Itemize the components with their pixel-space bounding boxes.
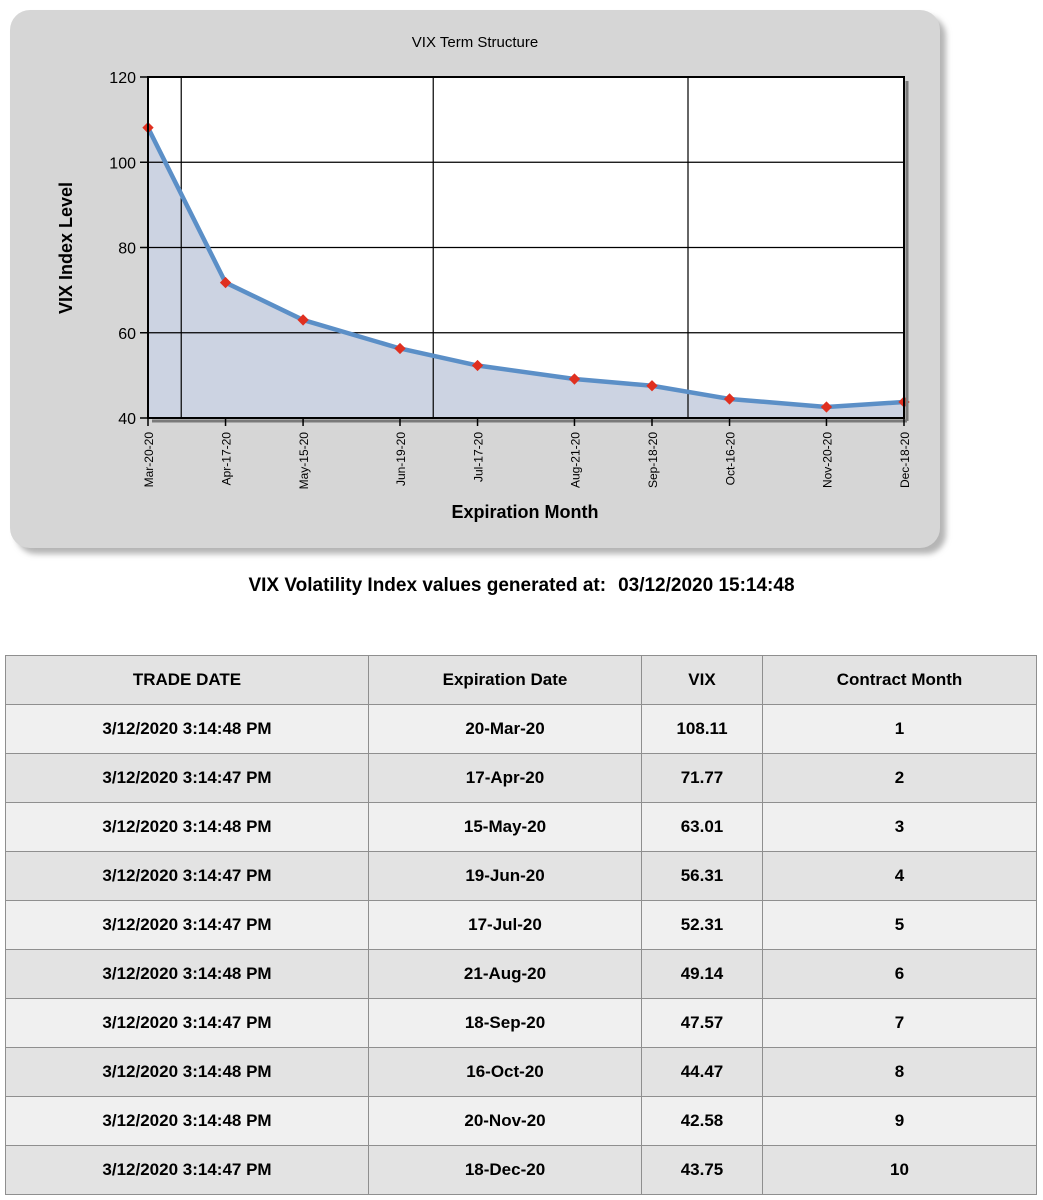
- table-header-row: TRADE DATE Expiration Date VIX Contract …: [5, 655, 1037, 705]
- cell-trade-date: 3/12/2020 3:14:47 PM: [5, 753, 369, 803]
- header-contract-month: Contract Month: [762, 655, 1037, 705]
- cell-vix: 56.31: [641, 851, 763, 901]
- table-row: 3/12/2020 3:14:48 PM 21-Aug-20 49.14 6: [5, 949, 1037, 999]
- x-axis-label: Expiration Month: [452, 502, 599, 522]
- series-line: [145, 126, 905, 410]
- x-tick-label: Jul-17-20: [472, 432, 486, 482]
- table-row: 3/12/2020 3:14:47 PM 17-Apr-20 71.77 2: [5, 753, 1037, 803]
- data-point: [394, 342, 406, 355]
- y-axis-label: VIX Index Level: [56, 182, 76, 314]
- y-tick-label: 60: [118, 326, 136, 343]
- header-expiration-date: Expiration Date: [368, 655, 642, 705]
- chart-title: VIX Term Structure: [412, 34, 538, 51]
- cell-trade-date: 3/12/2020 3:14:47 PM: [5, 1145, 369, 1195]
- vix-table: TRADE DATE Expiration Date VIX Contract …: [5, 655, 1037, 1195]
- cell-trade-date: 3/12/2020 3:14:48 PM: [5, 802, 369, 852]
- table-row: 3/12/2020 3:14:48 PM 20-Mar-20 108.11 1: [5, 704, 1037, 754]
- table-row: 3/12/2020 3:14:48 PM 16-Oct-20 44.47 8: [5, 1047, 1037, 1097]
- table-row: 3/12/2020 3:14:47 PM 18-Dec-20 43.75 10: [5, 1145, 1037, 1195]
- cell-contract-month: 9: [762, 1096, 1037, 1146]
- x-tick-label: Mar-20-20: [142, 432, 156, 488]
- table-row: 3/12/2020 3:14:48 PM 20-Nov-20 42.58 9: [5, 1096, 1037, 1146]
- cell-vix: 63.01: [641, 802, 763, 852]
- cell-expiration-date: 20-Mar-20: [368, 704, 642, 754]
- x-tick-label: Apr-17-20: [220, 432, 234, 486]
- x-tick-label: May-15-20: [297, 432, 311, 490]
- cell-contract-month: 2: [762, 753, 1037, 803]
- data-point: [568, 373, 581, 385]
- y-tick-label: 40: [118, 411, 136, 428]
- header-vix: VIX: [641, 655, 763, 705]
- y-tick-label: 80: [118, 241, 136, 258]
- cell-expiration-date: 15-May-20: [368, 802, 642, 852]
- header-trade-date: TRADE DATE: [5, 655, 369, 705]
- cell-expiration-date: 18-Sep-20: [368, 998, 642, 1048]
- cell-contract-month: 8: [762, 1047, 1037, 1097]
- cell-expiration-date: 16-Oct-20: [368, 1047, 642, 1097]
- cell-vix: 44.47: [641, 1047, 763, 1097]
- table-row: 3/12/2020 3:14:48 PM 15-May-20 63.01 3: [5, 802, 1037, 852]
- cell-expiration-date: 21-Aug-20: [368, 949, 642, 999]
- x-tick-label: Sep-18-20: [646, 432, 660, 488]
- y-tick-label: 100: [109, 155, 136, 172]
- vix-term-structure-chart: 40 60 80 100 120 Mar-20-20 Apr-17-20 May-15-20 J…: [56, 34, 912, 522]
- caption-label: VIX Volatility Index values generated at…: [248, 575, 607, 596]
- cell-contract-month: 5: [762, 900, 1037, 950]
- cell-expiration-date: 19-Jun-20: [368, 851, 642, 901]
- data-point: [471, 359, 484, 372]
- data-point: [646, 380, 658, 392]
- cell-trade-date: 3/12/2020 3:14:47 PM: [5, 900, 369, 950]
- cell-trade-date: 3/12/2020 3:14:48 PM: [5, 1047, 369, 1097]
- cell-contract-month: 10: [762, 1145, 1037, 1195]
- cell-vix: 49.14: [641, 949, 763, 999]
- generated-at-caption: VIX Volatility Index values generated at…: [0, 575, 1043, 597]
- cell-contract-month: 4: [762, 851, 1037, 901]
- cell-expiration-date: 17-Apr-20: [368, 753, 642, 803]
- cell-trade-date: 3/12/2020 3:14:48 PM: [5, 704, 369, 754]
- x-tick-label: Jun-19-20: [394, 432, 408, 486]
- cell-vix: 52.31: [641, 900, 763, 950]
- cell-vix: 108.11: [641, 704, 763, 754]
- cell-vix: 71.77: [641, 753, 763, 803]
- caption-timestamp: 03/12/2020 15:14:48: [618, 575, 795, 596]
- cell-vix: 42.58: [641, 1096, 763, 1146]
- x-tick-label: Nov-20-20: [820, 432, 834, 488]
- area-fill: [148, 127, 904, 418]
- x-tick-label: Oct-16-20: [724, 432, 738, 486]
- table-row: 3/12/2020 3:14:47 PM 17-Jul-20 52.31 5: [5, 900, 1037, 950]
- data-point: [297, 314, 309, 326]
- cell-trade-date: 3/12/2020 3:14:47 PM: [5, 851, 369, 901]
- cell-trade-date: 3/12/2020 3:14:48 PM: [5, 949, 369, 999]
- cell-contract-month: 6: [762, 949, 1037, 999]
- cell-vix: 47.57: [641, 998, 763, 1048]
- cell-contract-month: 1: [762, 704, 1037, 754]
- cell-trade-date: 3/12/2020 3:14:47 PM: [5, 998, 369, 1048]
- data-point: [219, 276, 232, 289]
- table-row: 3/12/2020 3:14:47 PM 19-Jun-20 56.31 4: [5, 851, 1037, 901]
- x-tick-label: Dec-18-20: [898, 432, 912, 488]
- data-point: [820, 401, 833, 413]
- y-tick-label: 120: [109, 70, 136, 87]
- cell-trade-date: 3/12/2020 3:14:48 PM: [5, 1096, 369, 1146]
- table-row: 3/12/2020 3:14:47 PM 18-Sep-20 47.57 7: [5, 998, 1037, 1048]
- cell-contract-month: 3: [762, 802, 1037, 852]
- cell-expiration-date: 18-Dec-20: [368, 1145, 642, 1195]
- data-point: [723, 393, 736, 405]
- cell-vix: 43.75: [641, 1145, 763, 1195]
- x-tick-label: Aug-21-20: [568, 432, 582, 488]
- cell-expiration-date: 20-Nov-20: [368, 1096, 642, 1146]
- cell-contract-month: 7: [762, 998, 1037, 1048]
- cell-expiration-date: 17-Jul-20: [368, 900, 642, 950]
